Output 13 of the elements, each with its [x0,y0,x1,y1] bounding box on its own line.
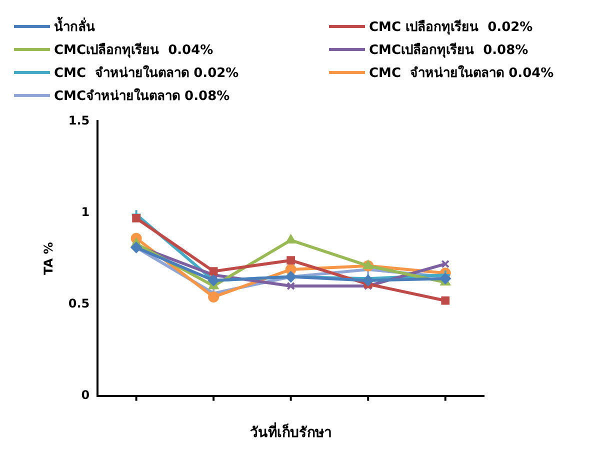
x-axis-title: วันที่เก็บรักษา [250,422,332,442]
y-tick-label: 1 [81,204,90,219]
y-tick-label: 1.5 [68,113,90,128]
legend-label: CMC จำหน่ายในตลาด 0.04% [369,64,554,83]
legend-label: น้ำกลั่น [54,16,95,37]
legend-label: CMC จำหน่ายในตลาด 0.02% [54,64,239,83]
y-tick-label: 0.5 [68,296,90,310]
y-axis-title: TA % [41,242,56,275]
y-tick-label: 0 [81,388,90,402]
legend-label: CMCจำหน่ายในตลาด 0.08% [54,87,230,106]
legend-label: CMCเปลือกทุเรียน 0.04% [54,42,214,60]
legend-label: CMCเปลือกทุเรียน 0.08% [369,42,528,60]
legend-label: CMC เปลือกทุเรียน 0.02% [369,18,533,37]
